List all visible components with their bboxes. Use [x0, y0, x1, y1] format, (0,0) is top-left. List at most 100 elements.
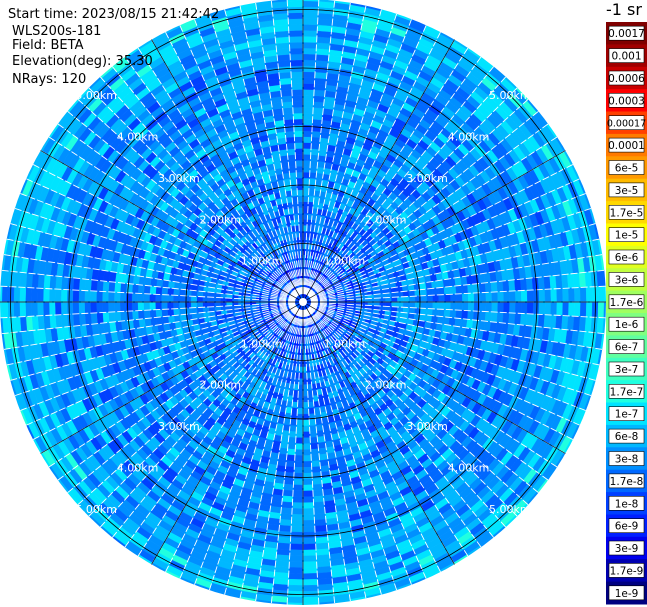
- gate-cell: [425, 281, 433, 290]
- gate-cell: [313, 89, 326, 97]
- gate-cell: [467, 283, 475, 294]
- gate-cell: [1, 285, 9, 303]
- gate-cell: [84, 301, 91, 314]
- gate-cell: [302, 561, 318, 569]
- gate-cell: [143, 293, 150, 303]
- gate-cell: [462, 301, 469, 311]
- gate-cell: [444, 294, 451, 303]
- gate-cell: [13, 301, 21, 318]
- gate-cell: [484, 311, 492, 323]
- gate-cell: [302, 508, 315, 515]
- gate-cell: [278, 524, 292, 533]
- gate-cell: [178, 301, 186, 309]
- gate-cell: [42, 301, 50, 316]
- gate-cell: [291, 514, 304, 521]
- gate-cell: [314, 524, 328, 533]
- gate-cell: [302, 12, 319, 20]
- gate-cell: [286, 454, 296, 462]
- gate-cell: [54, 288, 62, 303]
- gate-cell: [603, 285, 606, 303]
- gate-cell: [514, 278, 522, 292]
- gate-cell: [289, 549, 304, 557]
- gate-cell: [279, 513, 293, 521]
- gate-cell: [285, 460, 295, 468]
- gate-cell: [532, 289, 540, 303]
- gate-cell: [312, 489, 324, 497]
- gate-cell: [137, 284, 145, 294]
- gate-cell: [556, 288, 564, 303]
- gate-cell: [397, 296, 404, 303]
- gate-cell: [172, 301, 180, 310]
- gate-cell: [1, 301, 9, 319]
- gate-cell: [544, 301, 552, 316]
- gate-cell: [208, 301, 215, 308]
- gate-cell: [443, 286, 451, 295]
- gate-cell: [308, 419, 317, 427]
- gate-cell: [302, 584, 319, 592]
- gate-cell: [408, 295, 416, 303]
- gate-cell: [167, 308, 175, 317]
- gate-cell: [302, 461, 312, 468]
- gate-cell: [585, 286, 593, 303]
- gate-cell: [295, 425, 304, 433]
- gate-cell: [178, 295, 186, 303]
- gate-cell: [314, 71, 328, 80]
- gate-cell: [314, 519, 327, 527]
- gate-cell: [562, 301, 570, 317]
- gate-cell: [178, 307, 186, 316]
- gate-cell: [293, 478, 304, 486]
- gate-cell: [314, 77, 327, 85]
- gate-cell: [60, 289, 68, 303]
- gate-cell: [473, 283, 481, 294]
- gate-cell: [302, 396, 309, 403]
- gate-cell: [568, 301, 575, 317]
- gate-cell: [78, 290, 86, 303]
- gate-cell: [602, 269, 606, 287]
- gate-cell: [455, 309, 463, 319]
- gate-cell: [281, 501, 293, 509]
- gate-cell: [509, 301, 516, 314]
- gate-cell: [290, 537, 304, 545]
- gate-cell: [302, 130, 313, 138]
- gate-cell: [302, 478, 313, 486]
- gate-cell: [432, 301, 440, 310]
- gate-cell: [66, 301, 74, 315]
- gate-cell: [302, 24, 318, 31]
- gate-cell: [107, 301, 115, 313]
- gate-cell: [302, 519, 315, 527]
- gate-cell: [84, 278, 92, 292]
- gate-cell: [90, 290, 97, 303]
- gate-cell: [0, 301, 3, 319]
- gate-cell: [302, 165, 311, 173]
- gate-cell: [585, 301, 593, 318]
- gate-cell: [202, 301, 209, 308]
- gate-cell: [309, 160, 319, 168]
- gate-cell: [597, 285, 605, 303]
- gate-cell: [302, 142, 312, 149]
- gate-cell: [208, 296, 215, 303]
- gate-cell: [149, 309, 157, 319]
- gate-cell: [467, 292, 475, 303]
- gate-cell: [214, 297, 221, 303]
- gate-cell: [90, 279, 98, 292]
- gate-cell: [102, 311, 110, 324]
- gate-cell: [514, 312, 522, 326]
- gate-cell: [131, 283, 139, 294]
- gate-cell: [431, 287, 439, 296]
- gate-cell: [42, 288, 50, 303]
- gate-cell: [137, 310, 145, 320]
- gate-cell: [288, 573, 304, 580]
- gate-cell: [497, 291, 505, 303]
- gate-cell: [78, 313, 86, 326]
- gate-cell: [119, 301, 127, 312]
- gate-cell: [302, 443, 311, 450]
- gate-cell: [496, 280, 504, 293]
- gate-cell: [143, 301, 150, 311]
- gate-cell: [178, 288, 186, 297]
- gate-cell: [119, 292, 127, 303]
- gate-cell: [290, 531, 304, 539]
- gate-cell: [490, 281, 498, 293]
- gate-cell: [149, 285, 157, 295]
- gate-cell: [84, 290, 91, 303]
- gate-cell: [309, 425, 317, 433]
